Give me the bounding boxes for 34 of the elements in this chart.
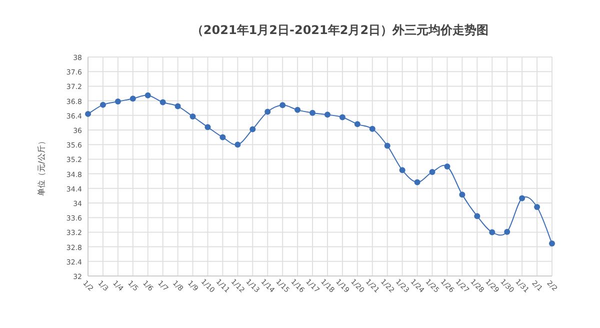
point <box>294 106 301 113</box>
point <box>264 108 271 115</box>
point <box>324 112 330 118</box>
point <box>160 99 166 106</box>
point <box>280 102 286 108</box>
point <box>204 124 211 130</box>
point <box>130 96 136 102</box>
y-axis-title: 单位（元/公斤） <box>37 137 46 196</box>
point <box>339 114 346 120</box>
point <box>444 164 450 170</box>
point <box>534 204 540 210</box>
point <box>429 168 436 175</box>
point <box>414 179 420 186</box>
point <box>519 195 526 202</box>
point <box>354 121 360 128</box>
point <box>399 167 406 174</box>
point <box>234 142 241 148</box>
point <box>190 113 196 120</box>
point <box>310 110 316 116</box>
point <box>489 229 496 236</box>
point <box>369 126 376 132</box>
point <box>459 192 466 198</box>
point <box>85 110 91 117</box>
point <box>474 213 480 220</box>
point <box>174 103 181 110</box>
point <box>549 240 555 247</box>
point <box>144 92 151 98</box>
point <box>504 228 510 235</box>
chart-title: （2021年1月2日-2021年2月2日）外三元均价走势图 <box>191 23 489 37</box>
point <box>114 98 121 105</box>
point <box>100 102 106 108</box>
point <box>384 142 390 149</box>
point <box>220 134 226 140</box>
point <box>250 126 256 132</box>
